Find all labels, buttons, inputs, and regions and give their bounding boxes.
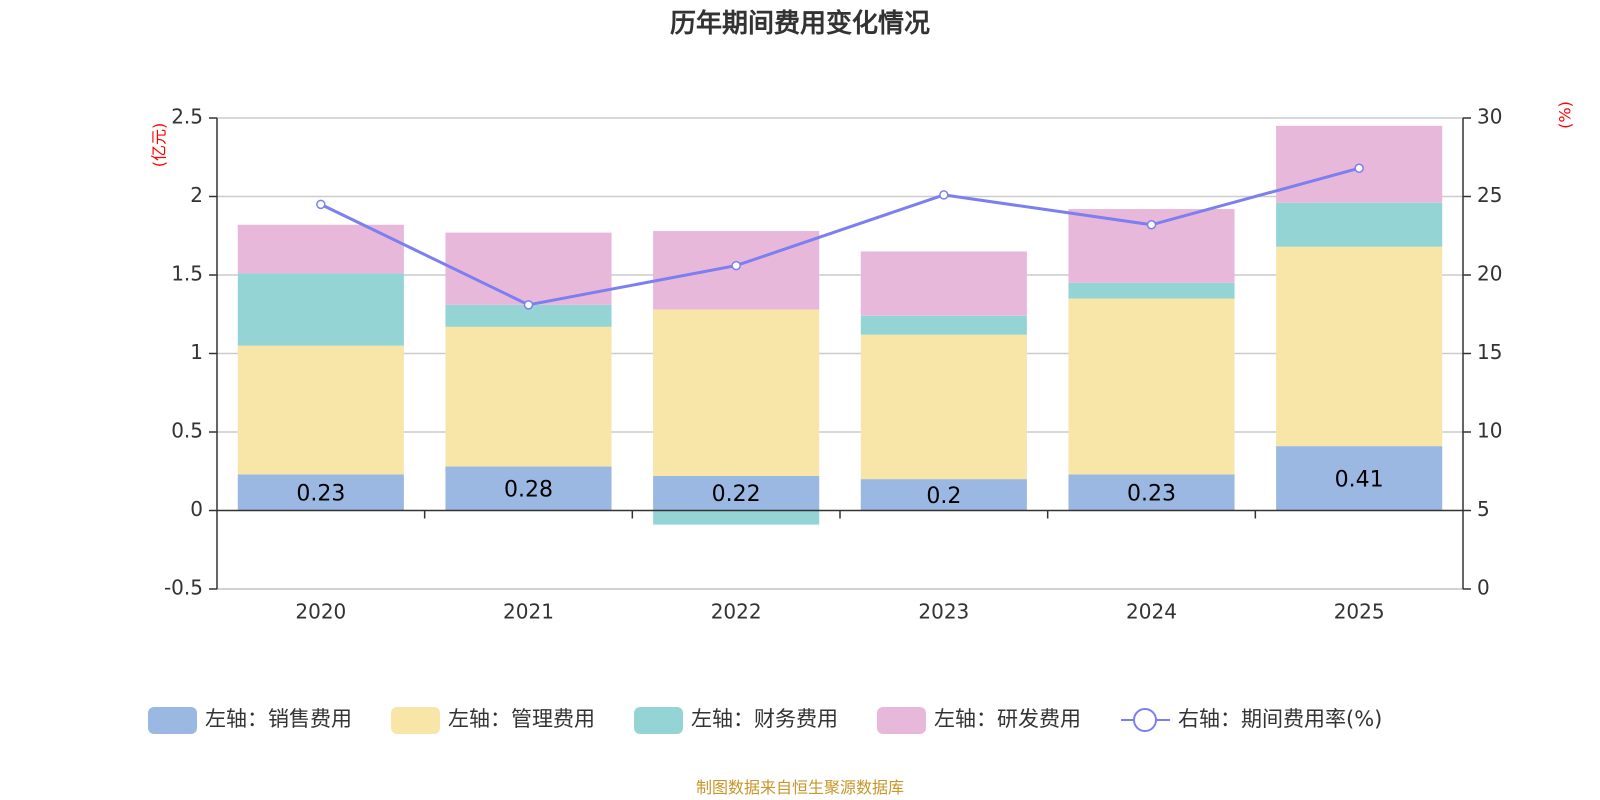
legend-label: 左轴：管理费用 [448, 707, 595, 731]
bar-segment [445, 232, 612, 305]
legend-swatch [877, 707, 926, 734]
rate-point [1354, 163, 1364, 173]
bar-segment [860, 479, 1027, 511]
left-tick-label: -0.5 [164, 576, 203, 600]
bar-segment [1276, 246, 1443, 447]
grid-lines [217, 117, 1463, 590]
category-label: 2023 [918, 600, 969, 624]
sales-value-label: 0.2 [926, 484, 961, 509]
left-tick-label: 1.5 [171, 262, 203, 286]
chart-title: 历年期间费用变化情况 [670, 8, 930, 39]
right-tick-label: 10 [1477, 419, 1502, 443]
category-label: 2024 [1126, 600, 1177, 624]
sales-value-label: 0.41 [1335, 467, 1384, 492]
rate-line [316, 163, 1364, 310]
footer-source: 制图数据来自恒生聚源数据库 [696, 778, 904, 797]
bar-segment [860, 334, 1027, 480]
bar-segment [237, 474, 404, 511]
sales-value-label: 0.23 [296, 481, 345, 506]
rate-line-path [320, 166, 1360, 307]
rate-point [523, 300, 534, 310]
category-label: 2021 [503, 600, 554, 624]
legend-label: 左轴：研发费用 [934, 707, 1081, 731]
right-tick-label: 30 [1477, 105, 1502, 129]
rate-point [731, 260, 741, 271]
bar-segment [860, 251, 1027, 316]
legend-swatch [391, 707, 440, 734]
left-tick-label: 0 [190, 497, 203, 521]
bar-segment [1068, 474, 1235, 511]
legend-swatch [634, 707, 683, 734]
right-tick-label: 0 [1477, 576, 1490, 600]
bar-segment [237, 345, 404, 475]
legend-label: 左轴：财务费用 [691, 707, 838, 731]
sales-value-label: 0.28 [504, 478, 553, 503]
bar-segment [653, 475, 820, 511]
left-tick-label: 2 [190, 183, 203, 207]
right-tick-label: 5 [1477, 497, 1490, 521]
bar-segment [237, 273, 404, 346]
category-label: 2022 [711, 600, 762, 624]
sales-value-label: 0.23 [1127, 481, 1176, 506]
bar-segment [653, 510, 820, 525]
bar-segment [860, 315, 1027, 335]
legend-marker [1133, 708, 1157, 732]
category-label: 2020 [295, 600, 346, 624]
sales-value-label: 0.22 [712, 482, 761, 507]
bar-segment [1276, 446, 1443, 511]
left-tick-label: 2.5 [171, 105, 203, 129]
bars [237, 125, 1443, 525]
legend: 左轴：销售费用 左轴：管理费用 左轴：财务费用 左轴：研发费用 右轴：期间费用率(%) [148, 707, 1382, 734]
bar-segment [445, 326, 612, 467]
rate-point [316, 199, 326, 210]
bar-segment [1276, 202, 1443, 247]
bar-segment [653, 309, 820, 476]
left-axis-unit: (亿元) [150, 123, 169, 168]
right-axis-unit: (%) [1556, 101, 1575, 129]
category-label: 2025 [1334, 600, 1385, 624]
axes [209, 117, 1471, 590]
bar-segment [1068, 282, 1235, 299]
left-tick-label: 0.5 [171, 419, 203, 443]
bar-segment [237, 224, 404, 274]
bar-segment [445, 466, 612, 511]
right-tick-label: 25 [1477, 183, 1502, 207]
rate-point [1146, 220, 1157, 230]
right-tick-label: 20 [1477, 262, 1502, 286]
legend-label: 左轴：销售费用 [205, 707, 352, 731]
rate-point [939, 190, 949, 200]
right-tick-label: 15 [1477, 340, 1502, 364]
bar-segment [1068, 298, 1235, 475]
bar-segment [445, 304, 612, 327]
legend-swatch [148, 707, 197, 734]
legend-label: 右轴：期间费用率(%) [1178, 707, 1382, 731]
left-tick-label: 1 [190, 340, 203, 364]
data-labels: 0.23 0.28 0.22 0.2 0.23 0.41 [296, 467, 1383, 508]
